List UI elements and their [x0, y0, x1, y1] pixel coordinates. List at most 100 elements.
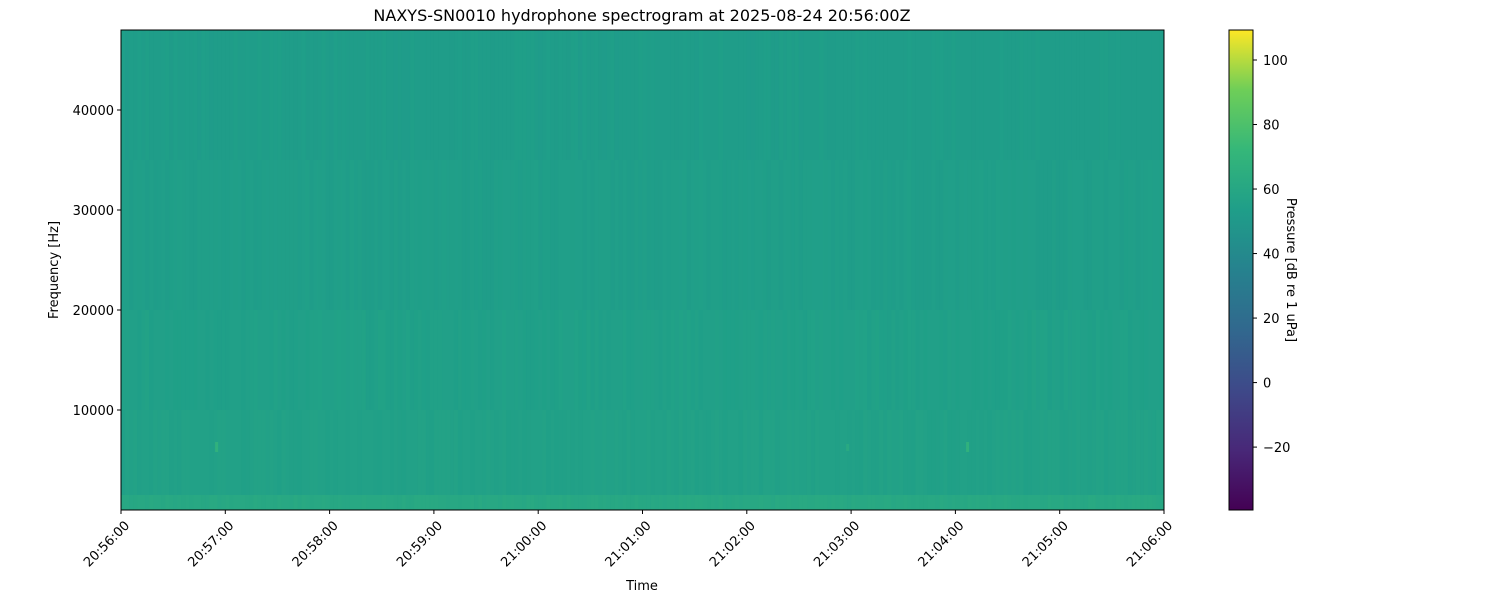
heatmap-cell [951, 30, 956, 160]
heatmap-cell [1027, 410, 1032, 495]
heatmap-cell [622, 30, 627, 160]
heatmap-cell [786, 410, 792, 495]
heatmap-cell [634, 30, 639, 160]
heatmap-cell [590, 495, 595, 510]
heatmap-cell [550, 160, 555, 310]
heatmap-cell [393, 495, 399, 510]
heatmap-cell [429, 160, 435, 310]
heatmap-cell [903, 310, 908, 410]
heatmap-cell [325, 410, 330, 495]
heatmap-cell [1075, 310, 1081, 410]
heatmap-cell [762, 160, 768, 310]
heatmap-cell [205, 160, 210, 310]
heatmap-cell [682, 160, 687, 310]
heatmap-cell [221, 160, 226, 310]
heatmap-cell [726, 160, 732, 310]
heatmap-cell [983, 160, 988, 310]
heatmap-cell [598, 160, 603, 310]
heatmap-cell [145, 495, 150, 510]
heatmap-cell [1131, 495, 1137, 510]
heatmap-cell [502, 30, 507, 160]
heatmap-cell [678, 410, 683, 495]
heatmap-cell [1083, 160, 1089, 310]
heatmap-cell [542, 160, 547, 310]
heatmap-cell [1119, 310, 1125, 410]
heatmap-cell [1123, 410, 1129, 495]
heatmap-cell [397, 310, 403, 410]
heatmap-cell [598, 495, 603, 510]
heatmap-cell [1099, 30, 1105, 160]
heatmap-cell [1063, 410, 1069, 495]
heatmap-cell [762, 310, 768, 410]
heatmap-cell [205, 495, 210, 510]
heatmap-cell [774, 30, 780, 160]
heatmap-cell [658, 310, 663, 410]
x-tick-label: 20:56:00 [81, 518, 133, 570]
heatmap-cell [233, 30, 238, 160]
heatmap-cell [879, 160, 884, 310]
heatmap-cell [1007, 30, 1012, 160]
heatmap-cell [522, 30, 527, 160]
heatmap-cell [1039, 495, 1044, 510]
heatmap-cell [145, 160, 150, 310]
heatmap-cell [839, 310, 844, 410]
heatmap-cell [867, 310, 872, 410]
heatmap-cell [461, 30, 467, 160]
heatmap-cell [225, 310, 230, 410]
heatmap-cell [975, 160, 980, 310]
heatmap-cell [1003, 160, 1008, 310]
heatmap-cell [329, 495, 334, 510]
heatmap-cell [518, 30, 523, 160]
heatmap-cell [514, 410, 519, 495]
heatmap-cell [638, 30, 643, 160]
heatmap-cell [502, 410, 507, 495]
heatmap-cell [1087, 495, 1093, 510]
x-tick-label: 21:03:00 [811, 518, 863, 570]
heatmap-cell [674, 30, 679, 160]
heatmap-cell [470, 410, 475, 495]
heatmap-cell [421, 410, 427, 495]
heatmap-cell [1075, 410, 1081, 495]
heatmap-cell [293, 30, 298, 160]
heatmap-cell [145, 310, 150, 410]
heatmap-cell [1047, 495, 1052, 510]
heatmap-cell [377, 160, 383, 310]
heatmap-cell [871, 160, 876, 310]
heatmap-cell [1135, 495, 1141, 510]
x-axis: 20:56:00 20:57:00 20:58:00 20:59:00 21:00:00… [81, 510, 1176, 570]
heatmap-cell [810, 310, 816, 410]
heatmap-cell [530, 160, 535, 310]
heatmap-cell [177, 410, 182, 495]
heatmap-cell [698, 30, 703, 160]
heatmap-cell [397, 410, 403, 495]
heatmap-cell [690, 30, 695, 160]
heatmap-cell [1051, 410, 1056, 495]
heatmap-cell [875, 310, 880, 410]
heatmap-cell [1043, 495, 1048, 510]
heatmap-cell [626, 310, 631, 410]
heatmap-cell [558, 410, 563, 495]
heatmap-cell [1043, 160, 1048, 310]
heatmap-cell [891, 160, 896, 310]
heatmap-cell [883, 30, 888, 160]
heatmap-cell [786, 160, 792, 310]
heatmap-cell [554, 310, 559, 410]
y-tick-label: 40000 [73, 104, 114, 119]
heatmap-cell [915, 410, 920, 495]
heatmap-cell [694, 160, 699, 310]
heatmap-cell [1151, 410, 1157, 495]
heatmap-cell [995, 310, 1000, 410]
x-tick-label: 21:01:00 [603, 518, 655, 570]
heatmap-cell [534, 310, 539, 410]
heatmap-cell [1143, 495, 1149, 510]
heatmap-cell [566, 495, 571, 510]
heatmap-cell [401, 410, 407, 495]
heatmap-cell [341, 495, 346, 510]
heatmap-cell [734, 160, 740, 310]
heatmap-cell [1023, 495, 1028, 510]
heatmap-cell [233, 160, 238, 310]
heatmap-cell [269, 410, 274, 495]
heatmap-cell [1091, 160, 1097, 310]
heatmap-cell [794, 30, 800, 160]
